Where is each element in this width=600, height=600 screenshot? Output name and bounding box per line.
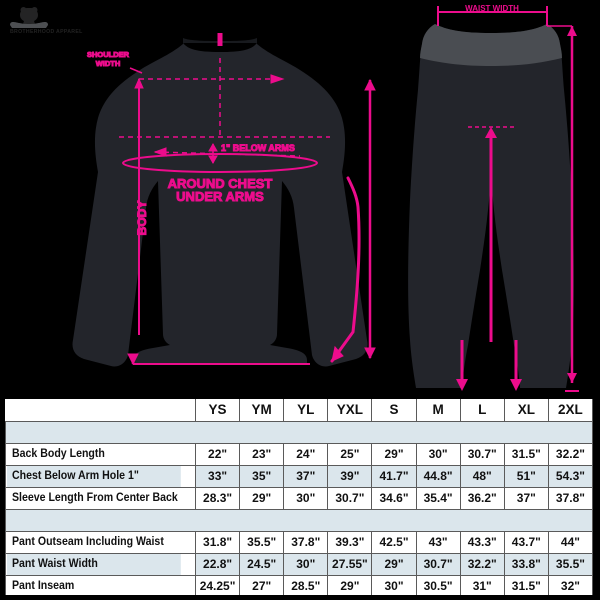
- svg-text:UNDER ARMS: UNDER ARMS: [176, 189, 264, 204]
- svg-text:WAIST WIDTH: WAIST WIDTH: [465, 4, 519, 13]
- svg-text:WIDTH: WIDTH: [96, 59, 121, 68]
- svg-text:1" BELOW ARMS: 1" BELOW ARMS: [221, 143, 295, 153]
- svg-text:BROTHERHOOD APPAREL: BROTHERHOOD APPAREL: [10, 29, 83, 35]
- svg-text:SHOULDER: SHOULDER: [87, 50, 130, 59]
- svg-text:BODY: BODY: [135, 201, 149, 236]
